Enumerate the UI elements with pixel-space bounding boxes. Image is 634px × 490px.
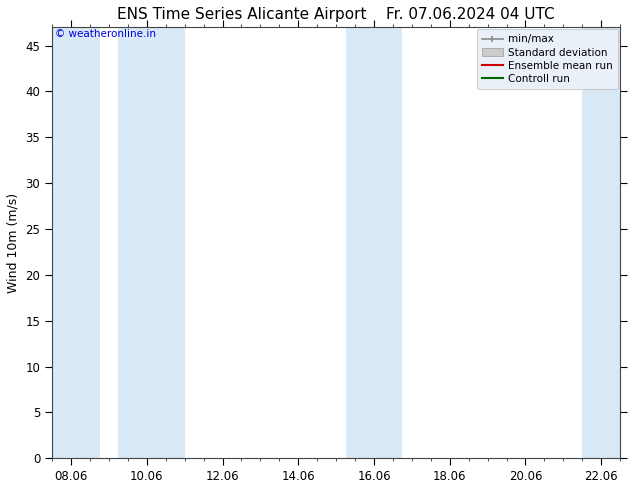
Y-axis label: Wind 10m (m/s): Wind 10m (m/s) [7, 193, 20, 293]
Bar [52, 27, 100, 458]
Title: ENS Time Series Alicante Airport    Fr. 07.06.2024 04 UTC: ENS Time Series Alicante Airport Fr. 07.… [117, 7, 555, 22]
Legend: min/max, Standard deviation, Ensemble mean run, Controll run: min/max, Standard deviation, Ensemble me… [477, 29, 618, 89]
Bar [346, 27, 403, 458]
Bar [119, 27, 184, 458]
Text: © weatheronline.in: © weatheronline.in [55, 29, 156, 39]
Bar [582, 27, 634, 458]
